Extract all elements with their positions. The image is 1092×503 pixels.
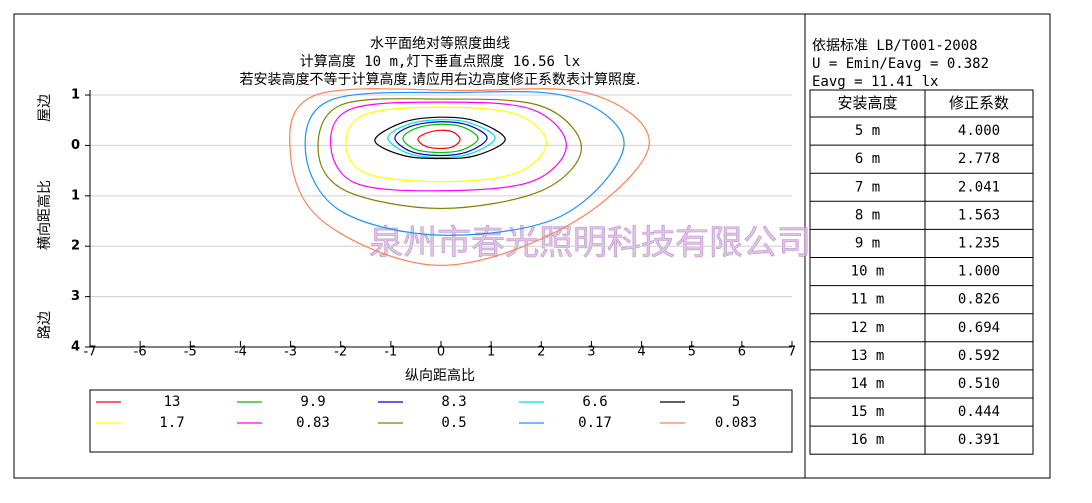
y-tick-label: 3 (71, 289, 80, 304)
y-tick-label: 1 (71, 88, 80, 103)
legend-label: 13 (164, 394, 181, 410)
table-cell: 15 m (851, 404, 885, 420)
contour (394, 121, 488, 157)
y-label-bottom: 路边 (37, 311, 53, 339)
y-label-top: 屋边 (37, 94, 53, 122)
table-cell: 0.391 (958, 432, 1000, 448)
x-axis-label: 纵向距高比 (405, 367, 475, 384)
table-cell: 13 m (851, 348, 885, 364)
legend-label: 0.83 (296, 415, 330, 431)
table-cell: 1.563 (958, 207, 1000, 223)
uniformity: U = Emin/Eavg = 0.382 (812, 56, 989, 72)
x-tick-label: 6 (738, 345, 746, 360)
table-cell: 9 m (855, 235, 880, 251)
legend-label: 1.7 (159, 415, 184, 431)
x-tick-label: -2 (334, 345, 347, 360)
legend-label: 0.5 (441, 415, 466, 431)
table-cell: 0.592 (958, 348, 1000, 364)
legend-label: 0.17 (578, 415, 612, 431)
table-cell: 12 m (851, 320, 885, 336)
legend-label: 5 (732, 394, 740, 410)
watermark: 泉州市春光照明科技有限公司 (369, 223, 811, 263)
y-tick-label: 4 (71, 340, 80, 355)
contour (317, 98, 583, 210)
x-tick-label: 1 (487, 345, 495, 360)
table-cell: 2.778 (958, 151, 1000, 167)
x-tick-label: 0 (437, 345, 445, 360)
legend-box (89, 389, 793, 453)
table-cell: 4.000 (958, 123, 1000, 139)
table-cell: 1.235 (958, 235, 1000, 251)
x-tick-label: -1 (384, 345, 397, 360)
contour (329, 101, 567, 192)
x-tick-label: -5 (184, 345, 197, 360)
contour (387, 119, 496, 159)
x-tick-label: -6 (134, 345, 147, 360)
table-cell: 10 m (851, 264, 885, 280)
x-tick-label: 7 (788, 345, 796, 360)
table-cell: 14 m (851, 376, 885, 392)
x-tick-label: -4 (234, 345, 247, 360)
table-cell: 1.000 (958, 264, 1000, 280)
contour (345, 106, 547, 183)
table-cell: 11 m (851, 292, 885, 308)
table-cell: 2.041 (958, 179, 1000, 195)
chart-subtitle: 计算高度 10 m,灯下垂直点照度 16.56 lx (300, 53, 580, 70)
contour (402, 123, 479, 154)
x-tick-label: 4 (637, 345, 645, 360)
table-cell: 0.694 (958, 320, 1000, 336)
x-tick-label: -3 (284, 345, 297, 360)
table-header: 修正系数 (949, 94, 1009, 112)
legend-label: 9.9 (300, 394, 325, 410)
table-frame (809, 89, 1034, 455)
table-cell: 7 m (855, 179, 880, 195)
table-cell: 5 m (855, 123, 880, 139)
frame (13, 13, 1051, 479)
table-cell: 6 m (855, 151, 880, 167)
table-cell: 0.444 (958, 404, 1000, 420)
table-cell: 0.510 (958, 376, 1000, 392)
x-tick-label: 3 (587, 345, 595, 360)
average: Eavg = 11.41 lx (812, 74, 938, 90)
contour (289, 88, 650, 266)
x-tick-label: 5 (688, 345, 696, 360)
x-tick-label: 2 (537, 345, 545, 360)
table-cell: 16 m (851, 432, 885, 448)
contour (417, 129, 461, 150)
table-cell: 8 m (855, 207, 880, 223)
y-tick-label: 0 (71, 138, 80, 153)
y-axis-label: 横向距高比 (36, 180, 53, 250)
table-header: 安装高度 (837, 94, 897, 112)
chart-title: 水平面绝对等照度曲线 (370, 35, 510, 52)
legend-label: 8.3 (441, 394, 466, 410)
y-tick-label: 1 (71, 188, 80, 203)
x-tick-label: -7 (84, 345, 97, 360)
contour (304, 90, 625, 236)
chart-note: 若安装高度不等于计算高度,请应用右边高度修正系数表计算照度. (240, 71, 641, 88)
table-cell: 0.826 (958, 292, 1000, 308)
contour (374, 116, 506, 160)
standard: 依据标准 LB/T001-2008 (812, 38, 978, 54)
y-tick-label: 2 (71, 239, 80, 254)
legend-label: 0.083 (715, 415, 757, 431)
legend-label: 6.6 (582, 394, 607, 410)
